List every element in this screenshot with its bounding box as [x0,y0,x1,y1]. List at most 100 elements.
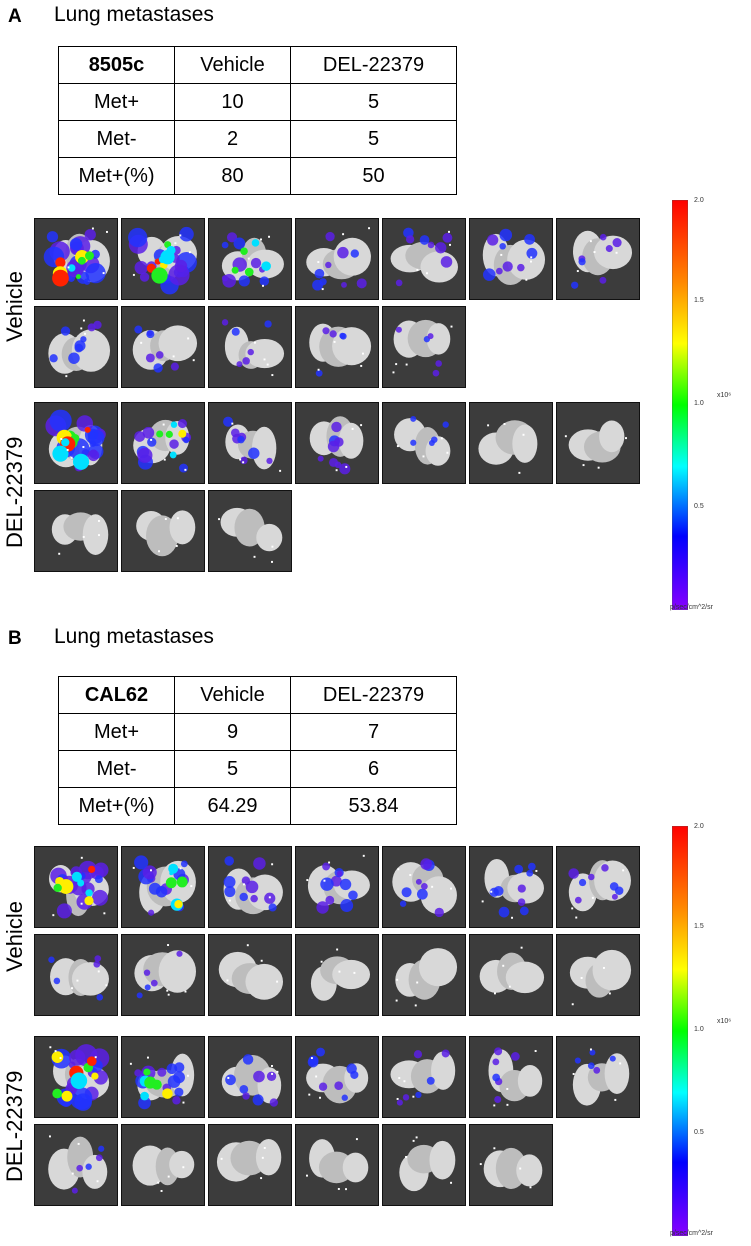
lung-tile [295,934,379,1016]
lung-image [122,1125,204,1205]
lung-image [122,219,204,299]
colorbar-scale: x10⁶ [717,1018,732,1025]
lung-tile [34,1124,118,1206]
table-cell: 2 [174,120,291,158]
colorbar-tick: 2.0 [694,823,704,830]
lung-image [296,935,378,1015]
lung-image [122,1037,204,1117]
lung-image [209,935,291,1015]
lung-tile [121,490,205,572]
table-row: Met+(%) 80 50 [58,157,457,195]
lung-image [383,219,465,299]
colorbar-unit: p/sec/cm^2/sr [670,1230,713,1237]
colorbar-tick: 0.5 [694,503,704,510]
lung-image [122,491,204,571]
lung-image [35,1125,117,1205]
table-cell: 10 [174,83,291,121]
table-cell: Met+ [58,713,175,751]
lung-image [209,1037,291,1117]
lung-image [122,307,204,387]
table-cell: 5 [174,750,291,788]
lung-image [383,935,465,1015]
panel-title: Lung metastases [54,625,214,648]
colorbar-tick: 2.0 [694,197,704,204]
lung-tile [121,402,205,484]
table-cell: Vehicle [174,676,291,714]
lung-tile [469,1036,553,1118]
table-row: Met+(%) 64.29 53.84 [58,787,457,825]
lung-tile [34,402,118,484]
table-cell: Vehicle [174,46,291,84]
lung-image [470,1037,552,1117]
lung-tile [208,846,292,928]
lung-tile [121,846,205,928]
lung-tile [34,934,118,1016]
lung-tile [295,1036,379,1118]
colorbar-gradient [672,826,688,1236]
table-cell: Met+(%) [58,787,175,825]
lung-image [470,847,552,927]
lung-image [470,219,552,299]
lung-tile [121,306,205,388]
lung-tile [469,402,553,484]
group-label-del-22379: DEL-22379 [2,1070,27,1182]
table-cell: 5 [290,83,457,121]
lung-image [209,1125,291,1205]
lung-image [122,935,204,1015]
lung-image [209,847,291,927]
lung-image [296,219,378,299]
lung-tile [556,934,640,1016]
lung-tile [295,846,379,928]
lung-tile [295,1124,379,1206]
lung-image [35,219,117,299]
lung-tile [469,846,553,928]
lung-tile [382,306,466,388]
lung-image [296,1037,378,1117]
panel-letter: A [8,6,22,27]
table-row: Met- 5 6 [58,750,457,788]
table-header-row: CAL62 Vehicle DEL-22379 [58,676,457,714]
group-label-vehicle: Vehicle [2,901,27,972]
lung-tile [556,402,640,484]
lung-tile [34,1036,118,1118]
lung-tile [295,306,379,388]
lung-image [557,1037,639,1117]
colorbar-gradient [672,200,688,610]
lung-image [383,1037,465,1117]
lung-image [209,491,291,571]
table-cell: 64.29 [174,787,291,825]
lung-tile [469,218,553,300]
lung-image [383,847,465,927]
lung-image [557,219,639,299]
metastasis-table: 8505c Vehicle DEL-22379 Met+ 10 5 Met- 2… [58,46,457,195]
lung-image [296,847,378,927]
metastasis-table: CAL62 Vehicle DEL-22379 Met+ 9 7 Met- 5 … [58,676,457,825]
lung-tile [382,1124,466,1206]
table-cell: 6 [290,750,457,788]
lung-image [470,1125,552,1205]
colorbar-tick: 1.0 [694,1026,704,1033]
lung-image [35,307,117,387]
colorbar-tick: 1.5 [694,923,704,930]
lung-image [383,403,465,483]
colorbar-unit: p/sec/cm^2/sr [670,604,713,611]
table-cell: 9 [174,713,291,751]
lung-tile [208,1036,292,1118]
panel-title: Lung metastases [54,3,214,26]
lung-image [35,847,117,927]
lung-tile [382,934,466,1016]
lung-image [557,847,639,927]
lung-image [557,403,639,483]
lung-image [209,403,291,483]
lung-tile [556,1036,640,1118]
lung-tile [556,846,640,928]
lung-tile [34,846,118,928]
lung-image [470,935,552,1015]
lung-tile [34,306,118,388]
lung-tile [208,1124,292,1206]
lung-tile [121,934,205,1016]
table-cell: DEL-22379 [290,676,457,714]
table-cell: Met- [58,750,175,788]
colorbar-tick: 1.0 [694,400,704,407]
lung-image [35,491,117,571]
